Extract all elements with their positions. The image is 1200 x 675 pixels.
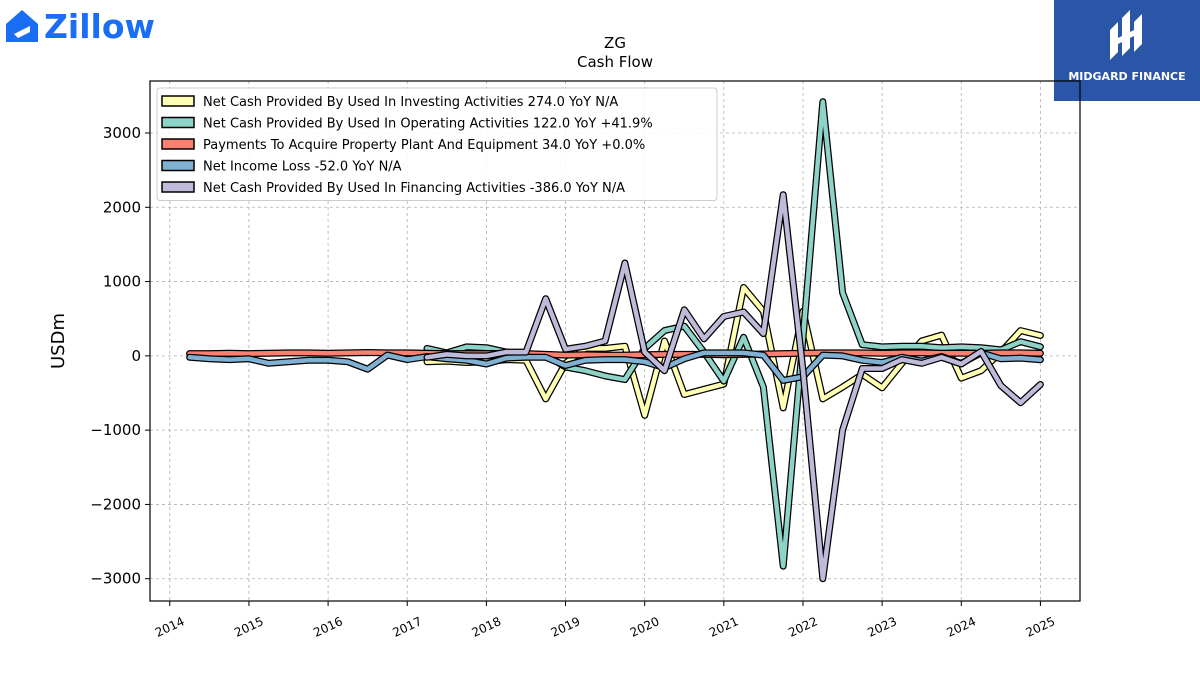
legend-swatch xyxy=(161,95,195,107)
series-line xyxy=(424,285,1043,418)
y-tick-label: 3000 xyxy=(103,124,141,142)
plot-frame xyxy=(149,80,1081,602)
legend-entry-label: Net Cash Provided By Used In Investing A… xyxy=(203,95,618,110)
chart-title: ZG xyxy=(604,34,626,52)
x-tick-label: 2016 xyxy=(311,614,345,640)
y-tick-label: −2000 xyxy=(90,495,141,513)
x-tick-label: 2018 xyxy=(470,614,504,640)
series-lines xyxy=(186,98,1044,583)
legend-swatch xyxy=(161,138,195,150)
y-tick-label: 2000 xyxy=(103,198,141,216)
x-tick-label: 2017 xyxy=(390,614,424,640)
legend-swatch xyxy=(161,116,195,129)
legend-entry-label: Payments To Acquire Property Plant And E… xyxy=(203,138,645,153)
y-tick-label: 1000 xyxy=(103,273,141,291)
legend-swatch xyxy=(161,159,195,172)
x-tick-label: 2024 xyxy=(944,614,978,640)
series-line xyxy=(424,192,1043,581)
midgard-emblem-icon: MIDGARD FINANCE xyxy=(1068,10,1186,83)
series-line-outline xyxy=(423,191,1044,583)
legend: Net Cash Provided By Used In Investing A… xyxy=(156,87,718,201)
x-tick-label: 2021 xyxy=(707,614,741,640)
x-tick-label: 2015 xyxy=(232,614,266,640)
series-5 xyxy=(423,191,1044,583)
x-tick-label: 2020 xyxy=(628,614,662,640)
y-axis-label: USDm xyxy=(48,313,69,369)
x-tick-label: 2022 xyxy=(786,614,820,640)
y-tick-label: −1000 xyxy=(90,421,141,439)
zillow-wordmark: Zillow xyxy=(44,7,155,46)
series-1 xyxy=(423,284,1044,419)
legend-swatch xyxy=(161,181,195,193)
legend-entry-label: Net Cash Provided By Used In Financing A… xyxy=(203,181,625,196)
series-3 xyxy=(186,349,1044,359)
x-tick-label: 2025 xyxy=(1024,614,1058,640)
zillow-logo: Zillow xyxy=(6,7,155,46)
legend-box xyxy=(156,87,718,201)
legend-entry-label: Net Cash Provided By Used In Operating A… xyxy=(203,117,653,132)
chart-subtitle: Cash Flow xyxy=(577,53,653,71)
x-tick-label: 2019 xyxy=(549,614,583,640)
series-line xyxy=(187,350,1043,358)
y-tick-label: 0 xyxy=(131,347,141,365)
x-tick-label: 2023 xyxy=(865,614,899,640)
zillow-house-icon xyxy=(6,10,38,42)
y-tick-label: −3000 xyxy=(90,570,141,588)
axis-ticks: −3000 −2000 −1000 0 1000 2000 3000 2014 2015 2016… xyxy=(90,124,1057,640)
x-tick-label: 2014 xyxy=(153,614,187,640)
midgard-wordmark: MIDGARD FINANCE xyxy=(1068,70,1185,83)
legend-entry-label: Net Income Loss -52.0 YoY N/A xyxy=(203,160,402,175)
midgard-finance-logo: MIDGARD FINANCE xyxy=(1054,0,1200,101)
